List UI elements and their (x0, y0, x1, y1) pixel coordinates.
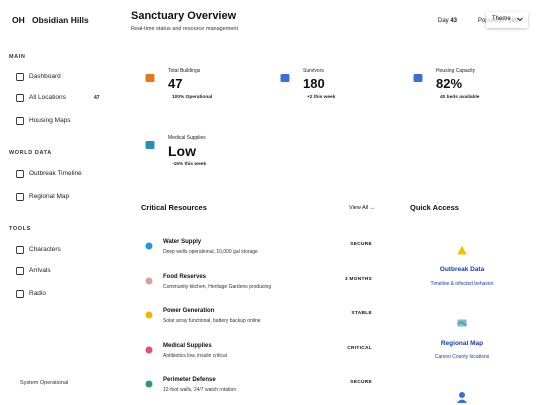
stat-icon (413, 74, 423, 82)
day-value: 43 (450, 18, 458, 24)
resource-desc: 12-foot walls, 24/7 watch rotation (163, 387, 237, 393)
stat-icon (145, 141, 155, 149)
stat-icon (145, 74, 155, 82)
quick-icon (457, 319, 467, 327)
system-status: System Operational (20, 380, 69, 386)
quick-link[interactable]: Outbreak Data (439, 266, 485, 273)
stat-value: Low (168, 143, 196, 159)
nav-icon (16, 170, 24, 178)
resource-icon (145, 242, 153, 250)
nav-icon (16, 94, 24, 102)
nav-item[interactable]: Radio (29, 290, 46, 297)
brand-name: Obsidian Hills (32, 15, 89, 25)
stat-note: -15% this week (172, 162, 207, 167)
resource-name: Power Generation (163, 308, 215, 314)
resource-name: Water Supply (163, 239, 202, 245)
nav-item[interactable]: All Locations (29, 94, 66, 101)
quick-link[interactable]: Regional Map (440, 340, 484, 347)
resources-title: Critical Resources (141, 203, 207, 212)
brand-mark: OH (12, 15, 25, 25)
page-subtitle: Real-time status and resource management (131, 26, 238, 32)
resource-name: Perimeter Defense (163, 377, 216, 383)
day-indicator: Day 43 (438, 18, 457, 24)
resource-icon (145, 346, 153, 354)
nav-icon (16, 246, 24, 254)
resource-icon (145, 277, 153, 285)
nav-icon (16, 73, 24, 81)
resource-status: SECURE (350, 380, 372, 385)
nav-icon (16, 267, 24, 275)
stat-note: 100% Operational (172, 95, 213, 100)
theme-dropdown[interactable]: Theme (486, 12, 528, 28)
resource-status: STABLE (351, 311, 372, 316)
resource-status: 3 MONTHS (344, 277, 372, 282)
resource-desc: Deep wells operational, 10,000 gal stora… (163, 249, 258, 255)
stat-value: 82% (436, 76, 463, 91)
quick-desc: Timeline & infected behavior (430, 281, 494, 287)
character-icon (457, 392, 467, 403)
resource-name: Food Reserves (163, 274, 207, 280)
nav-icon (16, 117, 24, 125)
stat-value: 47 (168, 76, 183, 91)
section-title: MAIN (9, 54, 26, 60)
quick-desc: Carson County locations (434, 354, 490, 360)
resource-desc: Community kitchen, Heritage Gardens prod… (163, 284, 272, 290)
nav-item[interactable]: Regional Map (29, 193, 70, 200)
nav-icon (16, 290, 24, 298)
stat-value: 180 (303, 76, 325, 91)
chevron-icon (517, 17, 523, 22)
stat-note: 40 beds available (440, 95, 480, 100)
quick-icon (457, 245, 467, 255)
day-label: Day (438, 18, 449, 24)
nav-item[interactable]: Arrivals (29, 267, 51, 274)
quick-access-title: Quick Access (410, 203, 459, 212)
nav-item[interactable]: Outbreak Timeline (29, 170, 82, 177)
stat-note: +2 this week (307, 95, 336, 100)
nav-item[interactable]: Housing Maps (29, 117, 71, 124)
view-all-link[interactable]: View All → (349, 205, 376, 211)
section-title: TOOLS (9, 226, 31, 232)
stat-label: Housing Capacity (436, 68, 476, 74)
stat-label: Survivors (303, 68, 324, 74)
page-title: Sanctuary Overview (131, 10, 237, 22)
nav-item[interactable]: Dashboard (29, 73, 61, 80)
resource-icon (145, 311, 153, 319)
stat-label: Total Buildings (168, 68, 201, 74)
section-title: WORLD DATA (9, 150, 52, 156)
nav-item[interactable]: Characters (29, 246, 61, 253)
stat-label: Medical Supplies (168, 135, 206, 141)
resource-desc: Solar array functional, battery backup o… (163, 318, 261, 324)
resource-desc: Antibiotics low, insulin critical (163, 353, 227, 359)
resource-status: SECURE (350, 242, 372, 247)
resource-icon (145, 380, 153, 388)
resource-name: Medical Supplies (163, 343, 212, 349)
theme-label: Theme (492, 16, 511, 22)
stat-icon (280, 74, 290, 82)
nav-badge: 47 (94, 95, 100, 101)
resource-status: CRITICAL (347, 346, 372, 351)
nav-icon (16, 193, 24, 201)
